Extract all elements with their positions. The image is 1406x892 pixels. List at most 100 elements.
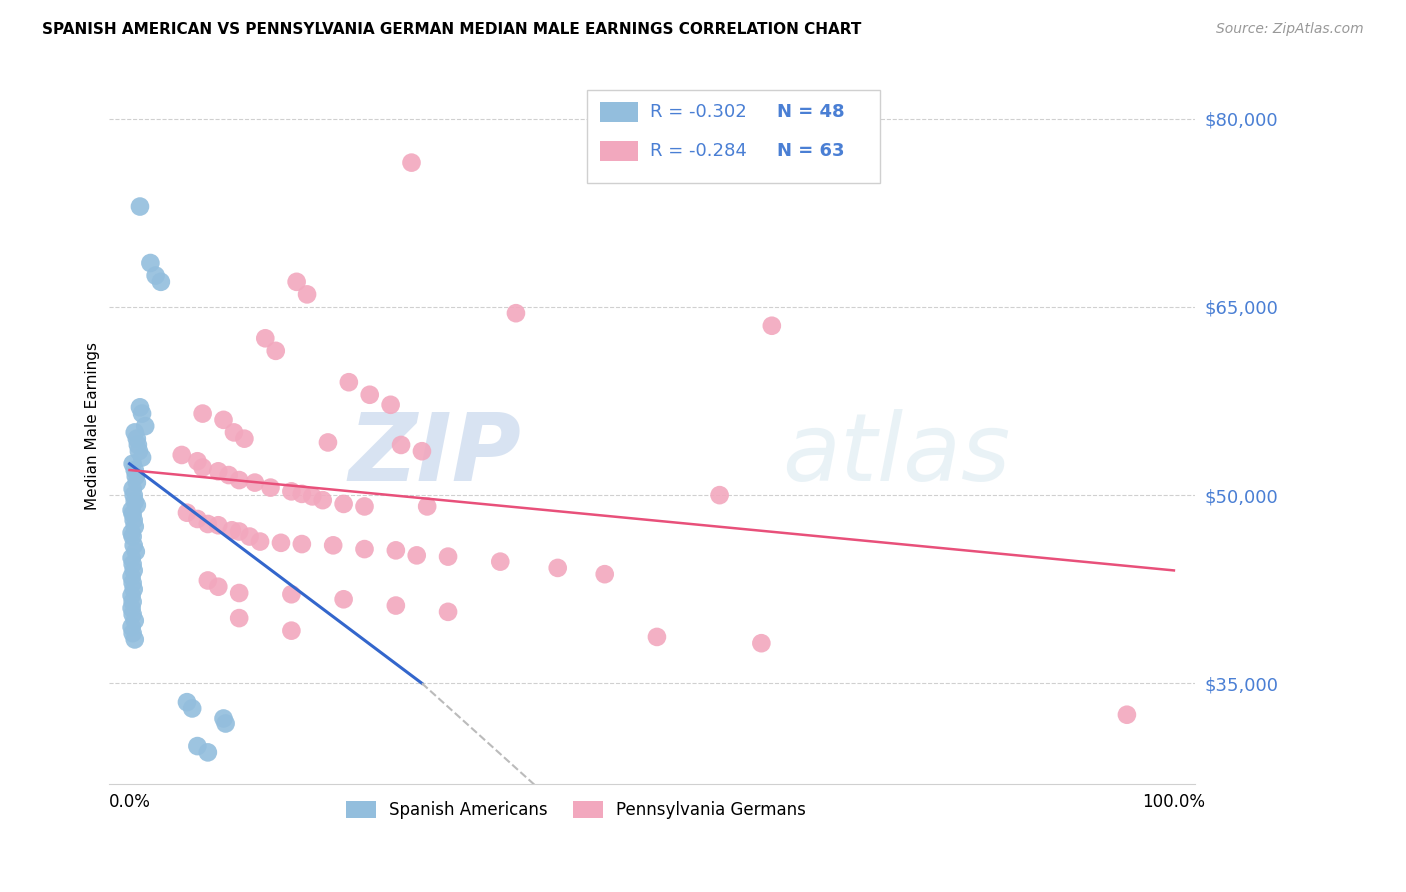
Point xyxy=(332,592,354,607)
Point xyxy=(121,550,143,565)
Point xyxy=(186,454,208,468)
Point xyxy=(124,425,146,440)
Point xyxy=(212,711,235,725)
Point xyxy=(197,574,219,588)
Point xyxy=(593,567,616,582)
Point xyxy=(121,503,143,517)
Point xyxy=(121,576,143,591)
Point xyxy=(176,506,198,520)
FancyBboxPatch shape xyxy=(586,90,880,183)
Point xyxy=(122,488,145,502)
Point xyxy=(197,745,219,759)
Point xyxy=(121,620,143,634)
Point xyxy=(127,438,149,452)
Point xyxy=(129,401,152,415)
Point xyxy=(207,464,229,478)
Point xyxy=(228,611,250,625)
Point xyxy=(124,494,146,508)
Point xyxy=(191,460,214,475)
Legend: Spanish Americans, Pennsylvania Germans: Spanish Americans, Pennsylvania Germans xyxy=(339,794,813,825)
Point xyxy=(128,444,150,458)
Point xyxy=(547,561,569,575)
Point xyxy=(401,155,423,169)
Point xyxy=(121,482,143,496)
Point xyxy=(233,432,256,446)
Point xyxy=(122,538,145,552)
Point xyxy=(761,318,783,333)
Point xyxy=(191,407,214,421)
Point xyxy=(505,306,527,320)
Point xyxy=(212,413,235,427)
Point xyxy=(243,475,266,490)
Point xyxy=(134,419,156,434)
Point xyxy=(385,543,408,558)
Point xyxy=(121,530,143,544)
Text: N = 63: N = 63 xyxy=(776,143,844,161)
Point xyxy=(121,626,143,640)
Point xyxy=(416,500,439,514)
Point xyxy=(389,438,412,452)
Point xyxy=(121,507,143,521)
Text: atlas: atlas xyxy=(782,409,1011,500)
Point xyxy=(207,580,229,594)
Point xyxy=(645,630,668,644)
Point xyxy=(751,636,773,650)
Point xyxy=(385,599,408,613)
Point xyxy=(186,739,208,753)
Point xyxy=(280,624,302,638)
Point xyxy=(221,523,243,537)
Point xyxy=(228,586,250,600)
Point xyxy=(359,388,381,402)
Point xyxy=(380,398,402,412)
Point xyxy=(176,695,198,709)
Point xyxy=(254,331,277,345)
Point xyxy=(218,468,240,483)
Text: R = -0.302: R = -0.302 xyxy=(650,103,747,121)
Point xyxy=(124,614,146,628)
Text: Source: ZipAtlas.com: Source: ZipAtlas.com xyxy=(1216,22,1364,37)
Point xyxy=(197,516,219,531)
Point xyxy=(181,701,204,715)
Point xyxy=(122,582,145,597)
Point xyxy=(121,589,143,603)
Point xyxy=(295,287,318,301)
Point xyxy=(280,587,302,601)
Point xyxy=(122,513,145,527)
Point xyxy=(228,524,250,539)
Point xyxy=(291,537,314,551)
Point xyxy=(489,555,512,569)
Point xyxy=(709,488,731,502)
Point xyxy=(121,457,143,471)
Point xyxy=(312,493,335,508)
Point xyxy=(121,570,143,584)
Point xyxy=(125,432,148,446)
Point xyxy=(124,519,146,533)
Point xyxy=(291,487,314,501)
Point xyxy=(121,607,143,622)
Point xyxy=(125,498,148,512)
Point xyxy=(122,563,145,577)
Text: N = 48: N = 48 xyxy=(776,103,844,121)
Bar xyxy=(599,103,637,122)
Point xyxy=(131,407,153,421)
Text: SPANISH AMERICAN VS PENNSYLVANIA GERMAN MEDIAN MALE EARNINGS CORRELATION CHART: SPANISH AMERICAN VS PENNSYLVANIA GERMAN … xyxy=(42,22,862,37)
Point xyxy=(437,605,460,619)
Point xyxy=(129,200,152,214)
Text: ZIP: ZIP xyxy=(349,409,522,500)
Point xyxy=(280,484,302,499)
Point xyxy=(411,444,433,458)
Y-axis label: Median Male Earnings: Median Male Earnings xyxy=(86,343,100,510)
Point xyxy=(264,343,287,358)
Point xyxy=(249,534,271,549)
Point xyxy=(337,375,360,389)
Point xyxy=(124,463,146,477)
Point xyxy=(259,481,281,495)
Point xyxy=(170,448,193,462)
Point xyxy=(125,469,148,483)
Point xyxy=(186,512,208,526)
Point xyxy=(437,549,460,564)
Point xyxy=(125,544,148,558)
Point xyxy=(285,275,308,289)
Point xyxy=(405,549,427,563)
Point xyxy=(149,275,172,289)
